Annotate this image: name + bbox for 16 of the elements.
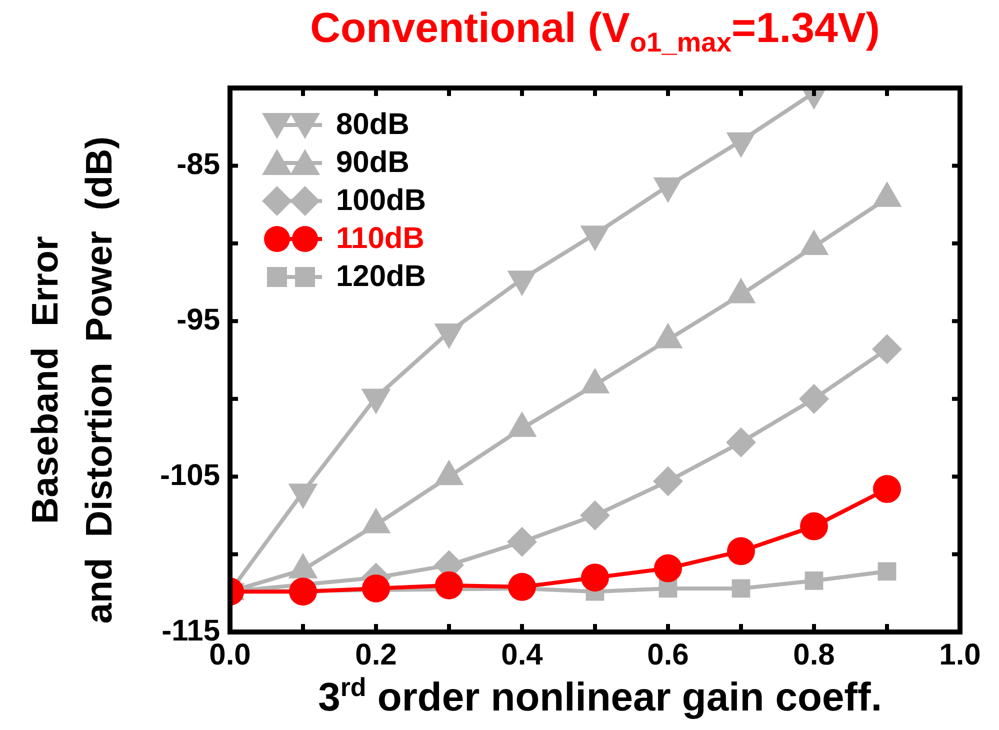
x-tick-label: 0.6 — [647, 638, 689, 672]
y-tick-label: -85 — [176, 148, 220, 181]
y-tick-label: -95 — [176, 303, 220, 336]
x-axis-title: 3$^{rd}$ order nonlinear gain coeff. — [317, 672, 883, 720]
legend-label: 80dB — [336, 108, 410, 142]
y-axis-title: Baseband Error and Distortion Power (dB) — [23, 136, 120, 624]
x-tick-label: 0.2 — [355, 638, 397, 672]
x-tick-label: 0.8 — [793, 638, 835, 672]
legend-label: 100dB — [336, 184, 426, 218]
legend-label: 120dB — [336, 260, 426, 294]
x-tick-label: 0.4 — [501, 638, 544, 672]
y-tick-label: -105 — [160, 458, 220, 492]
chart-title: Conventional (V$_{o1_max}$=1.34V) — [309, 4, 881, 58]
x-tick-label: 1.0 — [939, 638, 981, 672]
legend-label: 110dB — [336, 222, 424, 256]
legend-label: 90dB — [336, 146, 410, 180]
